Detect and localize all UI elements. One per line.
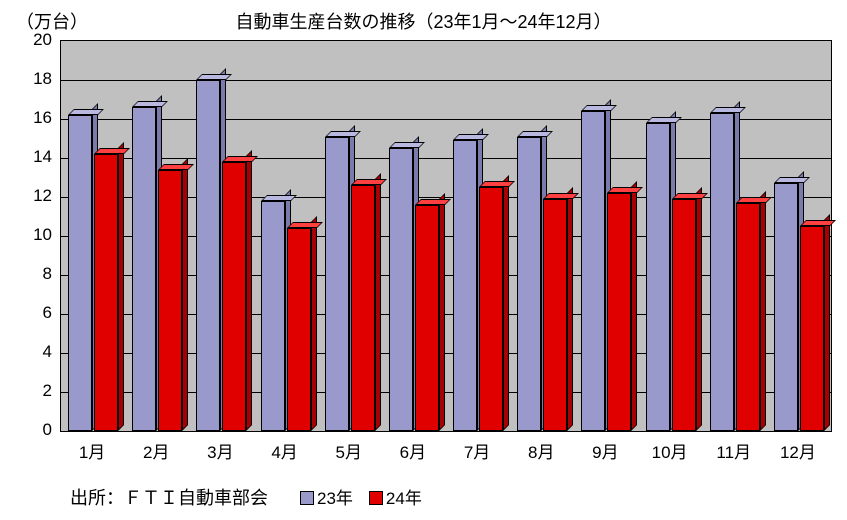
y-tick-label: 10 <box>12 225 52 245</box>
x-tick-label: 12月 <box>780 438 816 463</box>
bar <box>222 162 246 431</box>
bar-face <box>517 137 541 431</box>
bar <box>389 148 413 431</box>
legend: 23年 24年 <box>300 484 422 509</box>
legend-label: 24年 <box>386 489 422 508</box>
bar-face <box>479 187 503 431</box>
legend-swatch <box>369 491 383 505</box>
x-tick-label: 10月 <box>652 438 688 463</box>
legend-item: 24年 <box>369 484 422 509</box>
bar <box>543 199 567 431</box>
bar-side <box>311 216 317 431</box>
bar <box>736 203 760 431</box>
x-tick-label: 4月 <box>271 438 297 463</box>
bar-face <box>607 193 631 431</box>
bar-face <box>581 111 605 431</box>
bar <box>158 170 182 431</box>
bar <box>94 154 118 431</box>
bar-face <box>158 170 182 431</box>
bar <box>646 123 670 431</box>
bar <box>132 107 156 431</box>
legend-item: 23年 <box>300 484 353 509</box>
bar-face <box>453 140 477 431</box>
bar <box>800 226 824 431</box>
y-tick-label: 18 <box>12 69 52 89</box>
bar-face <box>672 199 696 431</box>
y-tick-label: 16 <box>12 108 52 128</box>
x-tick-label: 7月 <box>464 438 490 463</box>
bar-side <box>824 214 830 431</box>
bar-face <box>261 201 285 431</box>
bar-face <box>222 162 246 431</box>
bar-side <box>696 187 702 431</box>
bar-side <box>375 173 381 431</box>
y-tick-label: 4 <box>12 342 52 362</box>
bar <box>517 137 541 431</box>
bar-face <box>351 185 375 431</box>
bar <box>325 137 349 431</box>
bar <box>774 183 798 431</box>
x-tick-label: 9月 <box>592 438 618 463</box>
bar-face <box>543 199 567 431</box>
bar <box>672 199 696 431</box>
x-tick-label: 5月 <box>336 438 362 463</box>
bar-face <box>94 154 118 431</box>
bar <box>607 193 631 431</box>
bar-face <box>287 228 311 431</box>
plot-area <box>60 40 832 432</box>
chart-title: 自動車生産台数の推移（23年1月～24年12月） <box>0 8 847 34</box>
bar-side <box>118 142 124 431</box>
bar-side <box>567 187 573 431</box>
bar <box>351 185 375 431</box>
bar-side <box>439 193 445 431</box>
bar <box>479 187 503 431</box>
bar <box>581 111 605 431</box>
bar-face <box>132 107 156 431</box>
y-tick-label: 6 <box>12 303 52 323</box>
bar-side <box>760 191 766 431</box>
source-note: 出所：ＦＴＩ自動車部会 <box>70 484 268 510</box>
bar-face <box>389 148 413 431</box>
bar-side <box>182 158 188 431</box>
y-tick-label: 12 <box>12 186 52 206</box>
bar-face <box>325 137 349 431</box>
bar <box>415 205 439 431</box>
chart-container: （万台） 自動車生産台数の推移（23年1月～24年12月） 0246810121… <box>0 0 847 520</box>
legend-label: 23年 <box>317 489 353 508</box>
bar <box>196 80 220 431</box>
bar <box>453 140 477 431</box>
bar-side <box>631 181 637 431</box>
y-tick-label: 2 <box>12 381 52 401</box>
x-tick-label: 11月 <box>716 438 751 463</box>
x-tick-label: 6月 <box>400 438 426 463</box>
bar-face <box>646 123 670 431</box>
bar-side <box>246 150 252 431</box>
x-tick-label: 3月 <box>207 438 233 463</box>
bar <box>287 228 311 431</box>
x-tick-label: 1月 <box>79 438 105 463</box>
bar-face <box>774 183 798 431</box>
bar <box>710 113 734 431</box>
y-tick-label: 8 <box>12 264 52 284</box>
bar <box>68 115 92 431</box>
y-tick-label: 0 <box>12 420 52 440</box>
legend-swatch <box>300 491 314 505</box>
bar-face <box>196 80 220 431</box>
bars-layer <box>61 41 831 431</box>
bar-side <box>503 175 509 431</box>
bar-face <box>415 205 439 431</box>
x-tick-label: 2月 <box>143 438 169 463</box>
y-tick-label: 14 <box>12 147 52 167</box>
bar-face <box>710 113 734 431</box>
bar <box>261 201 285 431</box>
y-tick-label: 20 <box>12 30 52 50</box>
bar-face <box>800 226 824 431</box>
bar-face <box>68 115 92 431</box>
bar-face <box>736 203 760 431</box>
x-tick-label: 8月 <box>528 438 554 463</box>
